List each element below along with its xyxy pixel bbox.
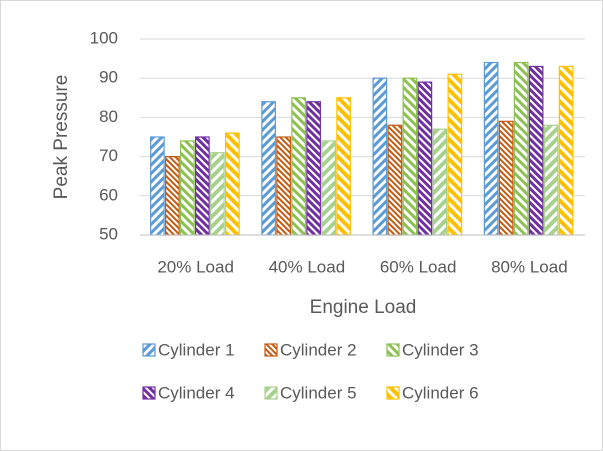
bar: [558, 65, 574, 236]
bar: [276, 136, 291, 236]
legend-swatch: [142, 343, 156, 357]
bar: [432, 128, 448, 236]
legend-label: Cylinder 6: [402, 383, 479, 402]
legend-label: Cylinder 3: [402, 340, 479, 359]
bar: [336, 97, 351, 236]
legend-label: Cylinder 5: [280, 383, 357, 402]
bar: [306, 101, 321, 236]
legend-label: Cylinder 1: [158, 340, 235, 359]
y-tick-label: 100: [90, 28, 118, 47]
legend-swatch: [386, 386, 400, 400]
y-tick-label: 70: [99, 146, 118, 165]
y-tick-label: 50: [99, 224, 118, 243]
bar: [498, 120, 514, 236]
x-tick-label: 80% Load: [491, 257, 568, 276]
legend-label: Cylinder 4: [158, 383, 235, 402]
bar: [225, 132, 240, 236]
x-axis-title: Engine Load: [310, 297, 417, 318]
y-tick-label: 90: [99, 68, 118, 87]
x-tick-label: 60% Load: [380, 257, 457, 276]
bar: [321, 140, 336, 236]
bar: [180, 140, 195, 236]
y-axis-title: Peak Pressure: [51, 75, 72, 200]
y-tick-label: 80: [99, 107, 118, 126]
x-tick-label: 40% Load: [269, 257, 346, 276]
legend-swatch: [386, 343, 400, 357]
bar: [402, 77, 418, 236]
legend-swatch: [264, 386, 278, 400]
y-tick-label: 60: [99, 185, 118, 204]
x-tick-label: 20% Load: [157, 257, 234, 276]
bar: [195, 136, 210, 236]
bar: [150, 136, 165, 236]
legend-label: Cylinder 2: [280, 340, 357, 359]
bar: [447, 73, 463, 236]
bar: [528, 65, 544, 236]
bar: [483, 61, 499, 236]
bar: [210, 152, 225, 236]
bar: [543, 124, 559, 236]
bar: [417, 81, 433, 236]
legend-swatch: [142, 386, 156, 400]
bar: [387, 124, 403, 236]
bar: [165, 156, 180, 236]
bar: [291, 97, 306, 236]
bar: [261, 101, 276, 236]
bar: [372, 77, 388, 236]
legend-swatch: [264, 343, 278, 357]
bar: [513, 61, 529, 236]
